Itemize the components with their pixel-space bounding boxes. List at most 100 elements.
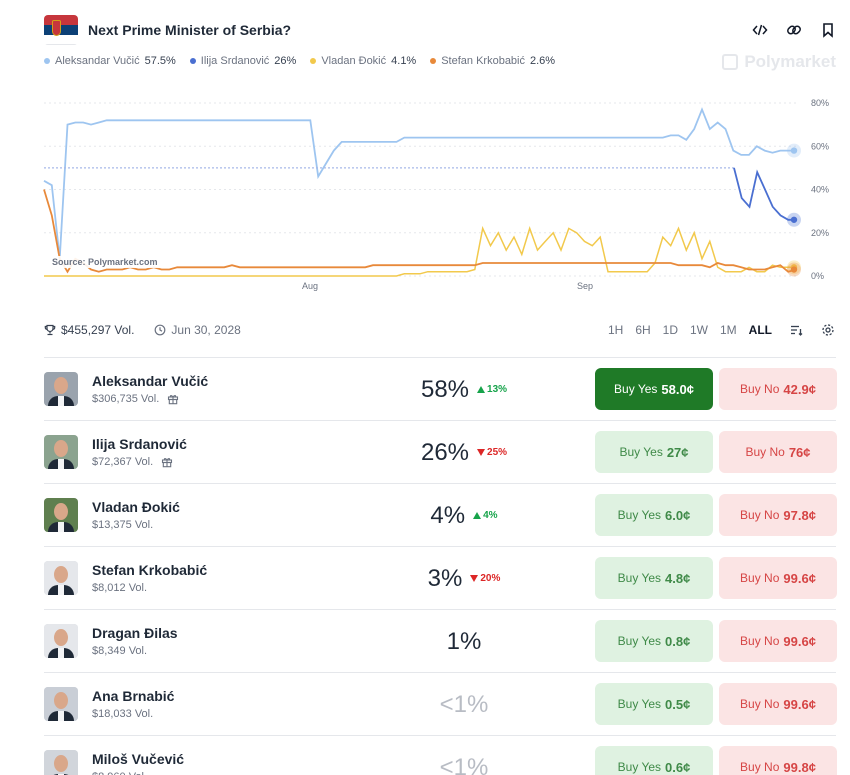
candidate-name[interactable]: Miloš Vučević (92, 751, 185, 767)
buy-no-button[interactable]: Buy No 99.6¢ (719, 557, 837, 599)
legend-pct: 57.5% (144, 55, 176, 67)
series-line-vladan-dokic (44, 225, 796, 277)
outcome-row[interactable]: Stefan Krkobabić $8,012 Vol. 3% 20% Buy Yes 4… (44, 546, 837, 609)
gift-icon[interactable] (167, 393, 179, 405)
candidate-volume: $13,375 Vol. (92, 519, 154, 531)
candidate-avatar (44, 498, 78, 532)
buy-no-button[interactable]: Buy No 99.6¢ (719, 683, 837, 725)
buy-no-label: Buy No (740, 634, 780, 648)
candidate-avatar (44, 435, 78, 469)
range-1m[interactable]: 1M (720, 323, 737, 337)
candidate-avatar (44, 372, 78, 406)
buy-yes-price: 27¢ (666, 444, 689, 460)
buy-no-label: Buy No (745, 445, 785, 459)
buy-yes-label: Buy Yes (614, 382, 658, 396)
y-tick-label: 20% (811, 228, 829, 238)
series-line-aleksandar-vucic (43, 107, 796, 259)
legend-pct: 26% (274, 55, 297, 67)
range-all[interactable]: ALL (748, 323, 772, 337)
candidate-volume-line: $13,375 Vol. (92, 519, 392, 531)
buy-no-button[interactable]: Buy No 99.6¢ (719, 620, 837, 662)
buy-no-button[interactable]: Buy No 42.9¢ (719, 368, 837, 410)
candidate-name[interactable]: Dragan Đilas (92, 625, 178, 641)
buy-no-price: 97.8¢ (783, 507, 816, 523)
triangle-down-icon (477, 449, 486, 456)
legend-dot (430, 58, 437, 64)
buy-yes-label: Buy Yes (617, 697, 662, 711)
buy-yes-button[interactable]: Buy Yes 58.0¢ (595, 368, 713, 410)
buy-yes-button[interactable]: Buy Yes 6.0¢ (595, 494, 713, 536)
buy-no-button[interactable]: Buy No 76¢ (719, 431, 837, 473)
outcome-probability: 58% (420, 375, 470, 403)
settings-gear-icon[interactable] (820, 322, 836, 338)
candidate-avatar (44, 624, 78, 658)
change-value: 25% (487, 447, 508, 458)
buy-yes-button[interactable]: Buy Yes 0.5¢ (595, 683, 713, 725)
total-volume: $455,297 Vol. (61, 323, 135, 337)
change-indicator: 4% (473, 510, 498, 521)
legend-pct: 2.6% (530, 55, 556, 67)
outcome-row[interactable]: Vladan Đokić $13,375 Vol. 4% 4% Buy Yes 6.0¢ B… (44, 483, 837, 546)
candidate-volume: $72,367 Vol. (92, 456, 154, 468)
candidate-name[interactable]: Stefan Krkobabić (92, 562, 208, 578)
buy-no-price: 99.8¢ (783, 759, 816, 775)
buy-no-label: Buy No (740, 571, 780, 585)
range-6h[interactable]: 6H (635, 323, 651, 337)
buy-yes-button[interactable]: Buy Yes 27¢ (595, 431, 713, 473)
bookmark-icon[interactable] (820, 22, 836, 38)
outcome-row[interactable]: Aleksandar Vučić $306,735 Vol. 58% 13% Buy Y… (44, 357, 837, 420)
candidate-name[interactable]: Ilija Srdanović (92, 436, 187, 452)
buy-yes-label: Buy Yes (617, 760, 662, 774)
buy-yes-price: 0.5¢ (665, 696, 691, 712)
buy-no-label: Buy No (740, 382, 780, 396)
outcome-row[interactable]: Dragan Đilas $8,349 Vol. 1% Buy Yes 0.8¢ Buy … (44, 609, 837, 672)
candidate-name[interactable]: Aleksandar Vučić (92, 373, 209, 389)
candidate-volume: $8,349 Vol. (92, 645, 148, 657)
change-indicator: 13% (477, 384, 507, 395)
range-1h[interactable]: 1H (607, 323, 624, 337)
candidate-name[interactable]: Vladan Đokić (92, 499, 180, 515)
sort-icon[interactable] (788, 322, 804, 338)
buy-yes-button[interactable]: Buy Yes 4.8¢ (595, 557, 713, 599)
buy-yes-button[interactable]: Buy Yes 0.8¢ (595, 620, 713, 662)
outcome-probability: 3% (427, 564, 463, 592)
range-1w[interactable]: 1W (690, 323, 708, 337)
outcome-row[interactable]: Miloš Vučević$8,960 Vol.<1%Buy Yes0.6¢Bu… (44, 735, 837, 775)
buy-yes-label: Buy Yes (619, 445, 663, 459)
outcome-probability: 1% (446, 627, 482, 655)
gift-icon[interactable] (161, 456, 173, 468)
legend-name: Aleksandar Vučić (55, 55, 140, 67)
outcome-row[interactable]: Ana Brnabić $18,033 Vol. <1% Buy Yes 0.5¢ Buy… (44, 672, 837, 735)
buy-no-button[interactable]: Buy No 99.8¢ (719, 746, 837, 775)
outcome-list: Aleksandar Vučić $306,735 Vol. 58% 13% Buy Y… (44, 357, 837, 775)
buy-yes-price: 58.0¢ (661, 381, 694, 397)
series-endpoint (790, 147, 798, 154)
buy-no-label: Buy No (740, 697, 780, 711)
price-history-chart[interactable]: 80% 60% 40% 20% 0% Aug Sep (0, 80, 850, 295)
range-1d[interactable]: 1D (662, 323, 678, 337)
candidate-volume-line: $8,960 Vol. (92, 771, 392, 775)
candidate-volume-line: $8,012 Vol. (92, 582, 392, 594)
clock-icon (155, 324, 166, 336)
buy-no-price: 42.9¢ (783, 381, 816, 397)
triangle-up-icon (473, 512, 482, 519)
link-icon[interactable] (786, 22, 802, 38)
market-title: Next Prime Minister of Serbia? (88, 22, 292, 38)
candidate-avatar (44, 687, 78, 721)
chart-legend: Aleksandar Vučić 57.5% Ilija Srdanović 26% V… (44, 50, 604, 68)
candidate-volume: $8,960 Vol. (92, 771, 147, 775)
legend-dot (310, 58, 317, 64)
triangle-up-icon (477, 386, 486, 393)
watermark-text: Polymarket (744, 52, 836, 71)
candidate-name[interactable]: Ana Brnabić (92, 688, 175, 704)
series-endpoint (790, 216, 798, 223)
legend-dot (44, 58, 50, 64)
legend-name: Vladan Đokić (321, 55, 387, 67)
y-tick-label: 0% (811, 271, 824, 281)
stats-bar: $455,297 Vol. Jun 30, 2028 1H 6H 1D 1W 1M ALL (44, 318, 836, 342)
embed-code-icon[interactable] (752, 22, 768, 38)
buy-yes-button[interactable]: Buy Yes 0.6¢ (595, 746, 713, 775)
buy-no-button[interactable]: Buy No 97.8¢ (719, 494, 837, 536)
buy-yes-price: 4.8¢ (665, 570, 691, 586)
outcome-row[interactable]: Ilija Srdanović $72,367 Vol. 26% 25% Buy Yes… (44, 420, 837, 483)
